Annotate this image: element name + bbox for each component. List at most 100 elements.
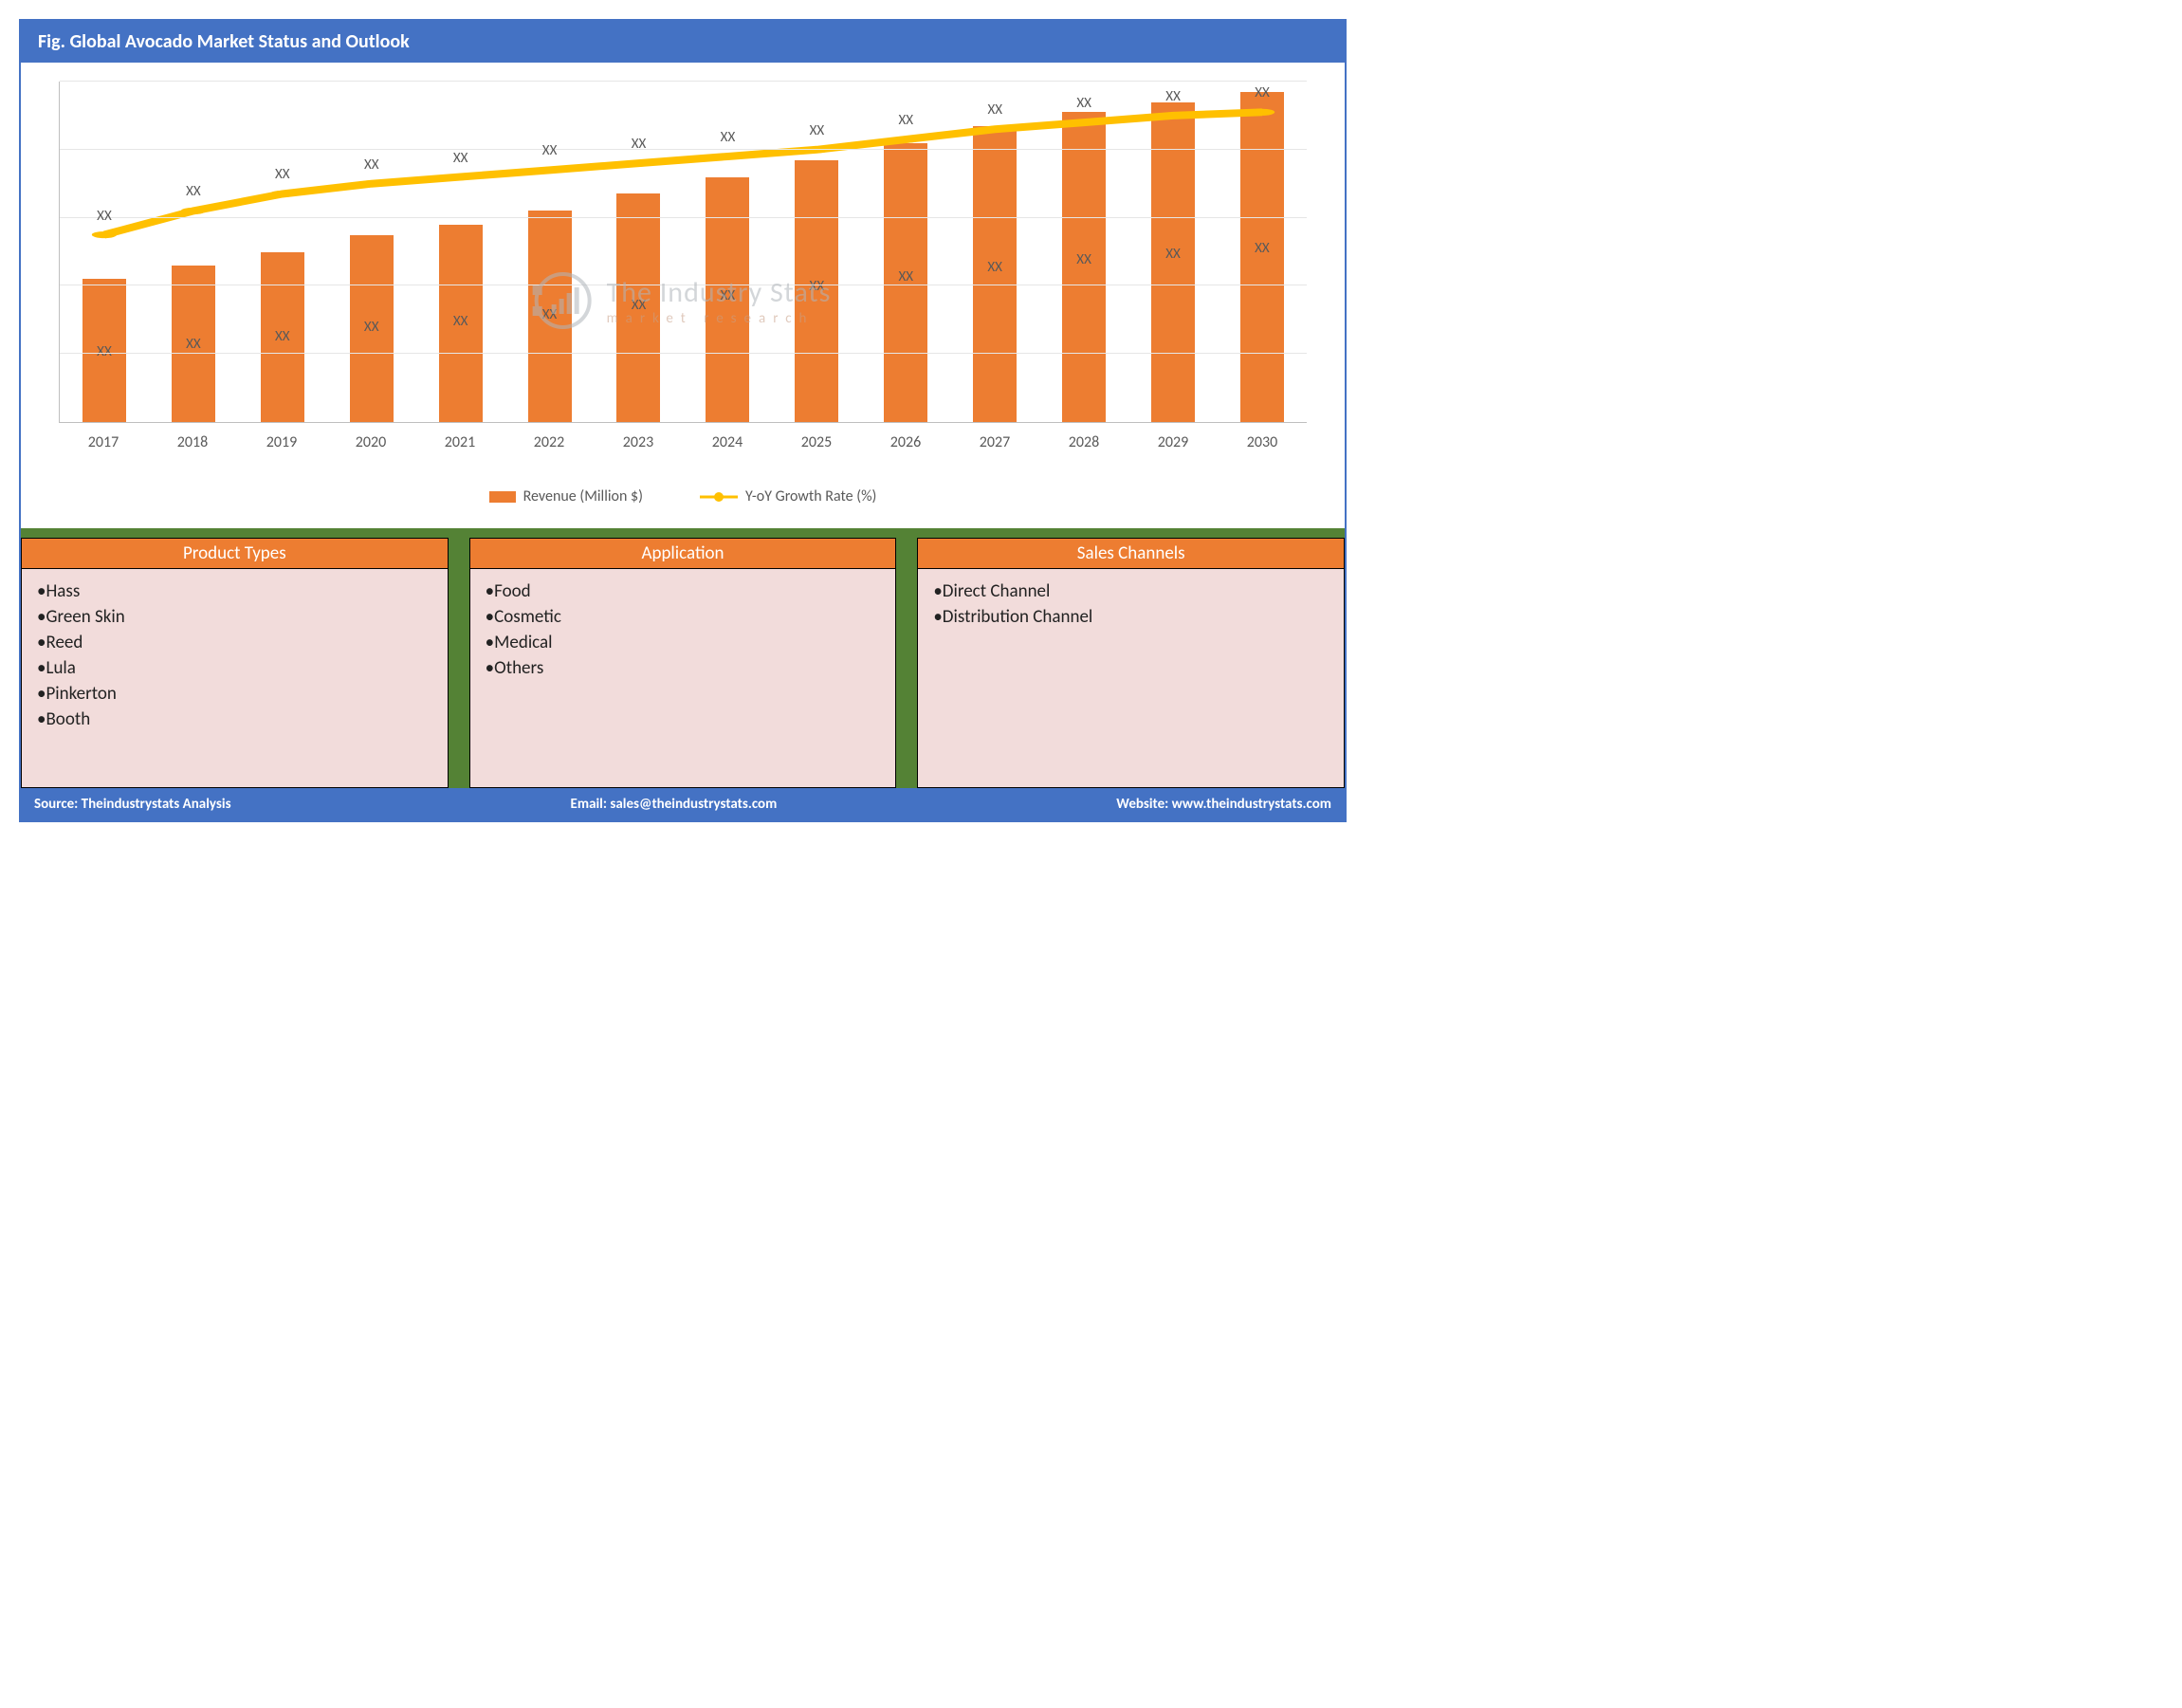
x-axis-label: 2030 <box>1218 433 1307 451</box>
bar-wrap: XX <box>595 82 684 422</box>
category-item: •Distribution Channel <box>933 604 1329 630</box>
bar-value-label: XX <box>350 319 394 336</box>
category-box: Sales Channels•Direct Channel•Distributi… <box>917 538 1345 788</box>
category-item: •Cosmetic <box>486 604 881 630</box>
bar-value-label: XX <box>83 343 126 360</box>
bar-wrap: XX <box>1039 82 1128 422</box>
legend-line-label: Y-oY Growth Rate (%) <box>745 487 876 505</box>
bar: XX <box>884 143 927 422</box>
category-box: Product Types •Hass•Green Skin•Reed•Lula •… <box>21 538 449 788</box>
chart-area: XXXXXXXXXXXXXXXXXXXXXXXXXXXX XXXXXXXXXXX… <box>40 82 1326 480</box>
bar-wrap: XX <box>1218 82 1307 422</box>
line-value-label: XX <box>453 150 468 167</box>
bar: XX <box>616 193 660 422</box>
x-axis-label: 2018 <box>148 433 237 451</box>
line-value-label: XX <box>1165 88 1181 105</box>
line-value-label: XX <box>186 184 201 201</box>
line-value-label: XX <box>542 143 558 160</box>
bar: XX <box>973 126 1017 422</box>
footer: Source: Theindustrystats Analysis Email:… <box>21 788 1345 820</box>
line-value-label: XX <box>275 167 290 184</box>
bar: XX <box>1062 112 1106 422</box>
category-body: •Direct Channel•Distribution Channel <box>918 569 1344 787</box>
category-item: •Food <box>486 579 881 604</box>
line-value-label: XX <box>899 112 914 129</box>
line-value-label: XX <box>97 208 112 225</box>
gridline <box>60 149 1307 150</box>
bar: XX <box>350 235 394 422</box>
bar-wrap: XX <box>60 82 149 422</box>
bar: XX <box>439 225 483 422</box>
line-value-label: XX <box>1076 95 1091 112</box>
category-item: •Booth <box>37 707 432 732</box>
x-axis-label: 2025 <box>772 433 861 451</box>
footer-source: Source: Theindustrystats Analysis <box>34 796 231 813</box>
legend-bar: Revenue (Million $) <box>489 487 643 505</box>
bar: XX <box>528 211 572 422</box>
bar-value-label: XX <box>1151 246 1195 263</box>
bar: XX <box>172 266 215 422</box>
category-header: Application <box>470 539 896 569</box>
bar-value-label: XX <box>172 336 215 353</box>
gridline <box>60 353 1307 354</box>
bar-value-label: XX <box>528 306 572 323</box>
bar: XX <box>1151 102 1195 422</box>
bar: XX <box>795 160 838 422</box>
category-header: Sales Channels <box>918 539 1344 569</box>
line-value-label: XX <box>810 122 825 139</box>
footer-email: Email: sales@theindustrystats.com <box>571 796 778 813</box>
x-axis-label: 2020 <box>326 433 415 451</box>
gridline <box>60 217 1307 218</box>
plot-area: XXXXXXXXXXXXXXXXXXXXXXXXXXXX XXXXXXXXXXX… <box>59 82 1307 423</box>
line-value-label: XX <box>1255 84 1270 101</box>
legend-bar-label: Revenue (Million $) <box>523 487 643 505</box>
chart-section: XXXXXXXXXXXXXXXXXXXXXXXXXXXX XXXXXXXXXXX… <box>21 63 1345 528</box>
line-value-label: XX <box>632 136 647 153</box>
bar-wrap: XX <box>1128 82 1218 422</box>
bar: XX <box>261 252 304 423</box>
category-item: •Reed <box>37 630 432 655</box>
category-item: •Green Skin <box>37 604 432 630</box>
bar-value-label: XX <box>616 297 660 314</box>
bar-value-label: XX <box>795 278 838 295</box>
x-axis-label: 2024 <box>683 433 772 451</box>
bar-wrap: XX <box>950 82 1039 422</box>
bar-wrap: XX <box>149 82 238 422</box>
bar-value-label: XX <box>1240 240 1284 257</box>
bar-value-label: XX <box>439 313 483 330</box>
x-axis-labels: 2017201820192020202120222023202420252026… <box>59 433 1307 451</box>
x-axis-label: 2019 <box>237 433 326 451</box>
categories-panel: Product Types •Hass•Green Skin•Reed•Lula •… <box>21 538 1345 788</box>
legend: Revenue (Million $) Y-oY Growth Rate (%) <box>40 480 1326 519</box>
bar-value-label: XX <box>884 268 927 285</box>
x-axis-label: 2028 <box>1039 433 1128 451</box>
category-item: •Lula <box>37 655 432 681</box>
x-axis-label: 2017 <box>59 433 148 451</box>
divider-strip <box>21 528 1345 538</box>
bar-wrap: XX <box>505 82 595 422</box>
figure-container: Fig. Global Avocado Market Status and Ou… <box>19 19 1347 822</box>
x-axis-label: 2022 <box>504 433 594 451</box>
x-axis-label: 2026 <box>861 433 950 451</box>
line-value-label: XX <box>721 129 736 146</box>
bar-value-label: XX <box>261 328 304 345</box>
bar-value-label: XX <box>1062 251 1106 268</box>
x-axis-label: 2023 <box>594 433 683 451</box>
bar-wrap: XX <box>416 82 505 422</box>
line-swatch-icon <box>700 490 738 504</box>
bar-wrap: XX <box>327 82 416 422</box>
bar-value-label: XX <box>973 259 1017 276</box>
category-header: Product Types <box>22 539 448 569</box>
bar: XX <box>706 177 749 422</box>
bar-wrap: XX <box>861 82 950 422</box>
legend-line: Y-oY Growth Rate (%) <box>700 487 876 505</box>
bar-swatch-icon <box>489 491 516 503</box>
category-item: •Hass <box>37 579 432 604</box>
category-body: •Food•Cosmetic•Medical•Others <box>470 569 896 787</box>
bar-wrap: XX <box>238 82 327 422</box>
category-box: Application•Food•Cosmetic•Medical•Others <box>469 538 897 788</box>
category-item: •Others <box>486 655 881 681</box>
bar-value-label: XX <box>706 287 749 304</box>
x-axis-label: 2027 <box>950 433 1039 451</box>
bars-group: XX XX XX XX XX XX XX XX XX XX XX XX XX XX <box>60 82 1307 422</box>
